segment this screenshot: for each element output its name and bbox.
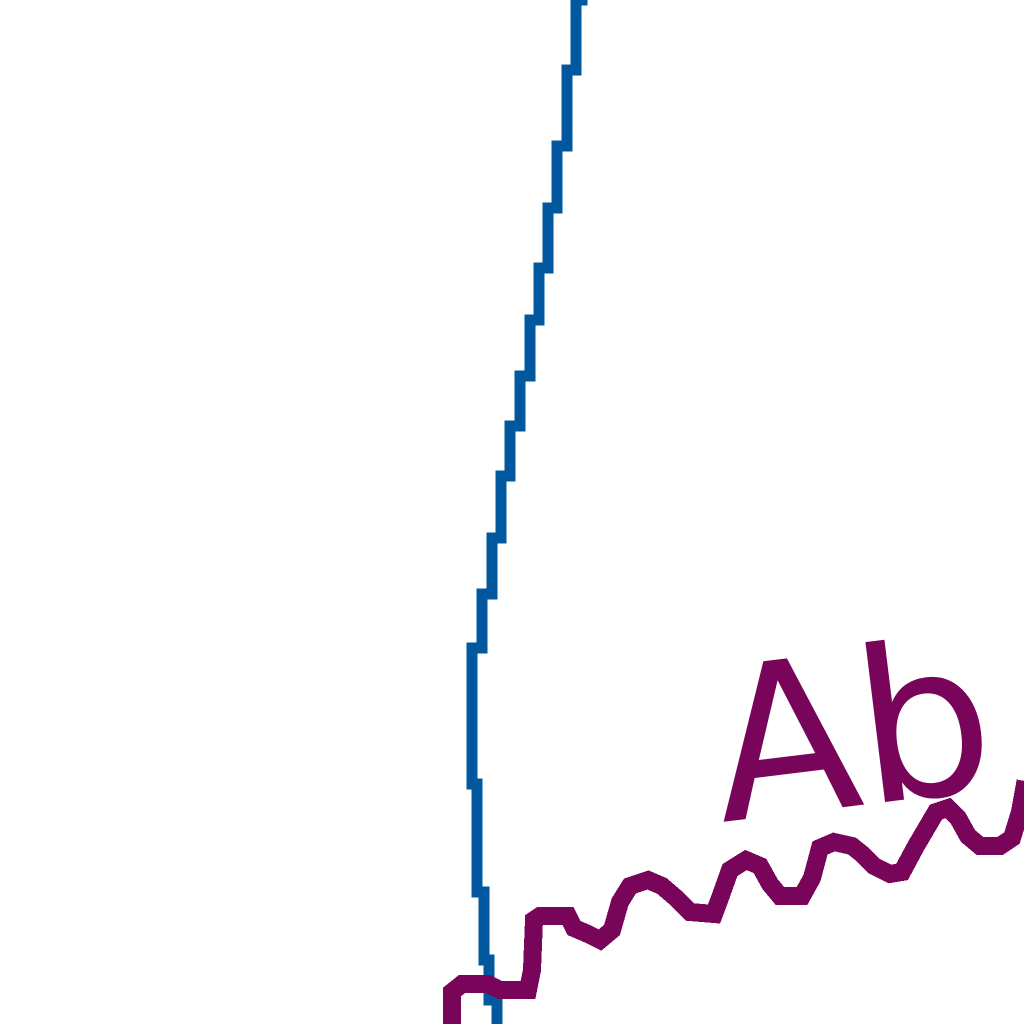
wavy-underline bbox=[443, 779, 1024, 1024]
handwritten-ab: Ab bbox=[698, 592, 1006, 871]
blue-curve bbox=[466, 0, 588, 1024]
